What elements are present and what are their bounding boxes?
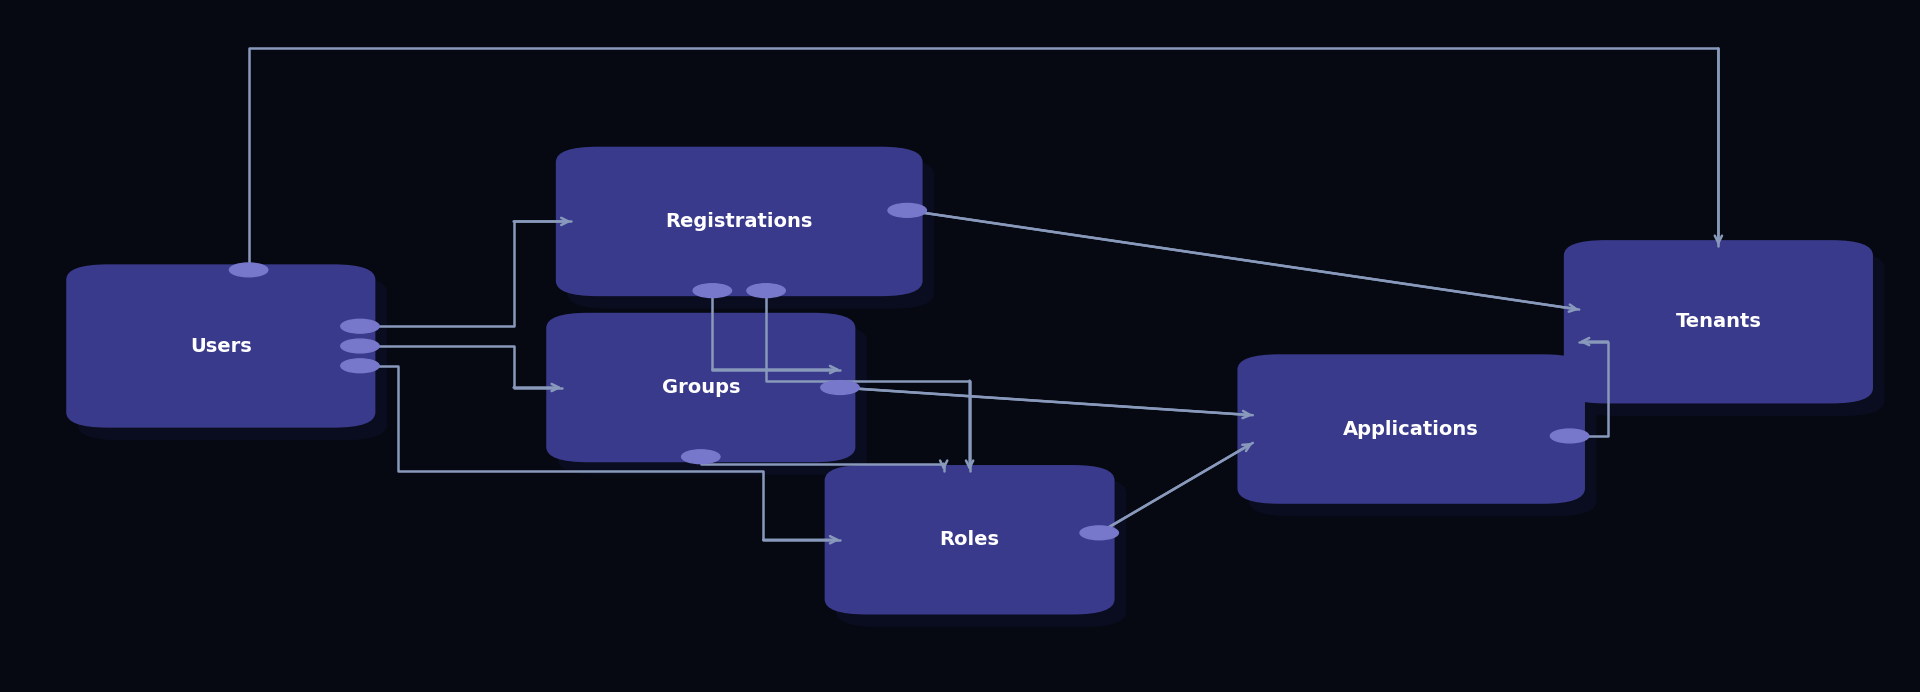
Text: Users: Users [190,336,252,356]
Circle shape [342,359,380,373]
Circle shape [887,203,927,217]
Circle shape [1549,429,1590,443]
Text: Groups: Groups [662,378,739,397]
Text: Roles: Roles [939,530,1000,549]
FancyBboxPatch shape [1563,240,1874,403]
FancyBboxPatch shape [568,159,933,309]
Circle shape [342,339,380,353]
FancyBboxPatch shape [67,264,374,428]
Circle shape [822,381,860,394]
Text: Applications: Applications [1344,419,1478,439]
FancyBboxPatch shape [557,147,922,296]
Text: Registrations: Registrations [666,212,812,231]
Circle shape [1079,526,1117,540]
FancyBboxPatch shape [557,325,866,475]
FancyBboxPatch shape [1236,354,1584,504]
Text: Tenants: Tenants [1676,312,1761,331]
Circle shape [342,319,380,333]
FancyBboxPatch shape [826,465,1114,614]
Circle shape [693,284,732,298]
Circle shape [682,450,720,464]
FancyBboxPatch shape [837,477,1125,627]
FancyBboxPatch shape [545,313,854,462]
Circle shape [230,263,269,277]
Circle shape [747,284,785,298]
FancyBboxPatch shape [1574,253,1885,416]
FancyBboxPatch shape [1248,367,1596,516]
FancyBboxPatch shape [79,277,386,440]
